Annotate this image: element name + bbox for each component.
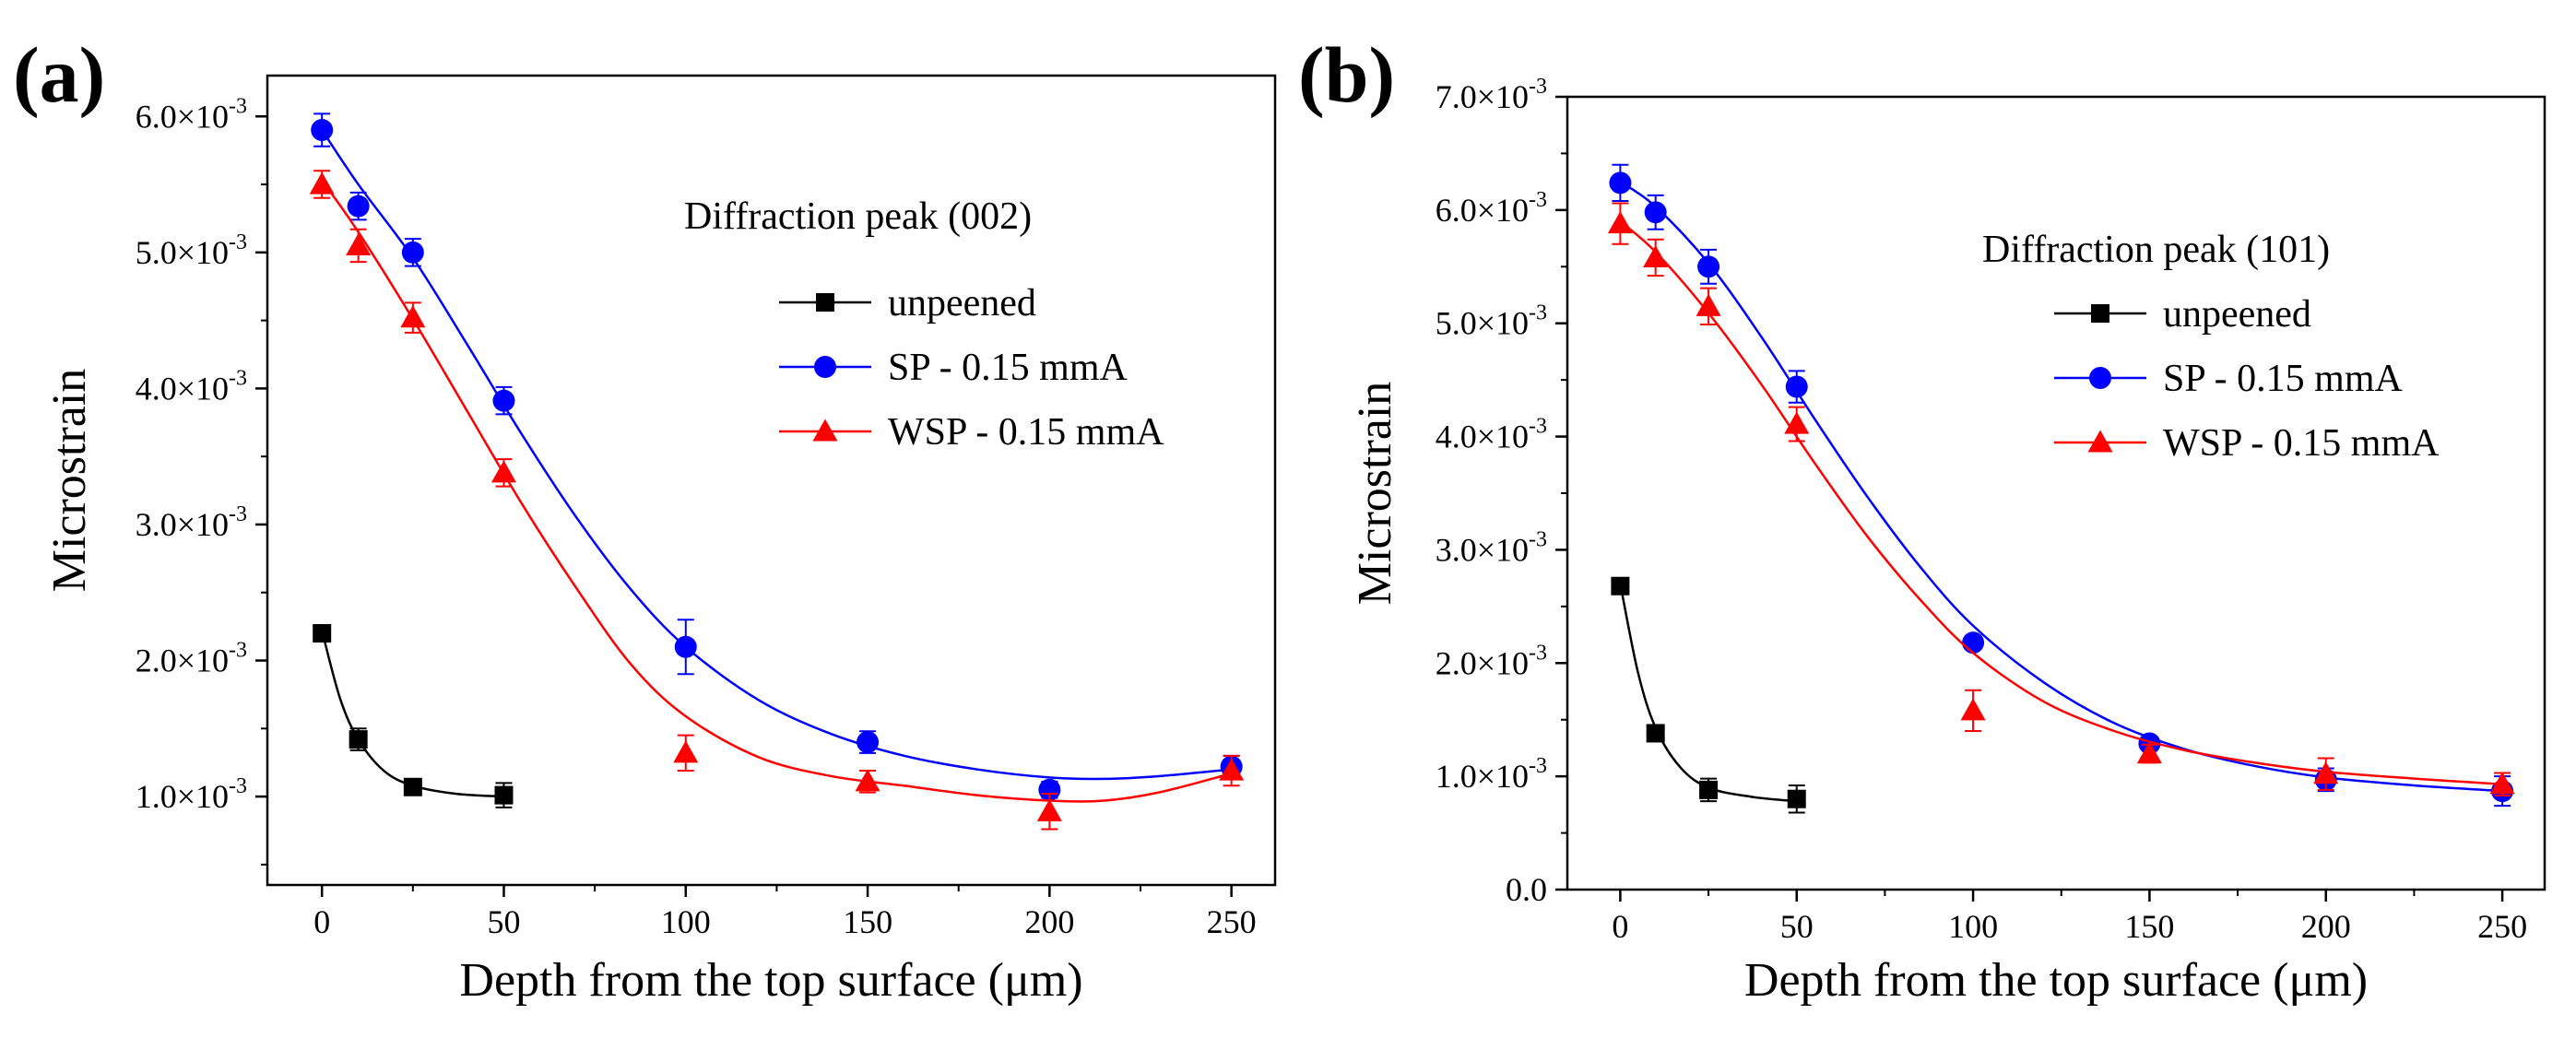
fit-curve [321, 179, 1232, 803]
x-tick-label: 150 [843, 903, 892, 940]
data-point [1960, 698, 1986, 721]
data-point [1607, 211, 1633, 234]
data-point [403, 777, 422, 796]
y-tick-label: 3.0×10-3 [136, 502, 247, 543]
fit-curve [1619, 584, 1797, 803]
series-2 [1607, 202, 2515, 797]
legend-label: SP - 0.15 mmA [888, 347, 1128, 389]
y-tick-label: 2.0×10-3 [1436, 641, 1547, 681]
legend-marker [812, 419, 838, 442]
data-point [309, 171, 335, 195]
y-tick-label: 4.0×10-3 [136, 366, 247, 407]
y-tick-label: 3.0×10-3 [1436, 527, 1547, 568]
y-tick-label: 5.0×10-3 [1436, 301, 1547, 342]
legend-label: WSP - 0.15 mmA [2163, 422, 2440, 465]
legend-label: unpeened [2163, 293, 2311, 336]
fit-curve [1619, 181, 2503, 793]
data-point [673, 740, 699, 763]
data-point [400, 305, 426, 328]
x-tick-label: 0 [313, 903, 330, 940]
data-point [1643, 244, 1669, 267]
fit-curve [1619, 220, 2503, 785]
y-tick-label: 6.0×10-3 [136, 94, 247, 135]
data-point [1644, 201, 1667, 224]
x-tick-label: 100 [1948, 908, 1998, 945]
data-point [349, 730, 368, 749]
series-0 [313, 624, 514, 808]
annotation: Diffraction peak (002) [684, 195, 1032, 238]
plot-frame [266, 74, 1277, 887]
legend-marker [2087, 430, 2113, 453]
data-point [2136, 741, 2162, 764]
data-point [1036, 798, 1062, 821]
data-point [1785, 375, 1808, 398]
x-tick-label: 150 [2124, 908, 2174, 945]
x-tick-label: 250 [2477, 908, 2527, 945]
data-point [1219, 758, 1245, 781]
data-point [857, 731, 880, 754]
data-point [1787, 789, 1806, 808]
legend: unpeened SP - 0.15 mmA WSP - 0.15 mmA [2054, 293, 2440, 465]
x-tick-label: 100 [661, 903, 711, 940]
data-point [401, 241, 424, 264]
x-tick-label: 200 [1024, 903, 1074, 940]
panel-label: (a) [13, 30, 105, 119]
data-point [347, 195, 370, 218]
data-point [1611, 576, 1630, 596]
data-point [2489, 772, 2515, 795]
y-tick-label: 0.0 [1506, 871, 1547, 908]
data-point [492, 389, 515, 412]
plot-frame [1566, 95, 2546, 891]
legend-label: SP - 0.15 mmA [2163, 358, 2403, 400]
legend-label: unpeened [888, 282, 1036, 324]
data-point [2313, 761, 2339, 784]
legend-marker [814, 356, 836, 378]
x-tick-label: 250 [1207, 903, 1257, 940]
data-point [1696, 293, 1721, 316]
legend-marker [2091, 304, 2109, 323]
data-point [311, 119, 334, 142]
x-axis-title: Depth from the top surface (μm) [459, 954, 1082, 1007]
legend-marker [816, 293, 834, 312]
y-tick-label: 7.0×10-3 [1436, 75, 1547, 115]
panel-label: (b) [1298, 30, 1395, 119]
y-tick-label: 5.0×10-3 [136, 230, 247, 271]
chart-panel-a: (a) 0 50 100 150 200 250 1.0×10-3 2.0×10-3 3.0×10… [13, 30, 1277, 1007]
data-point [1609, 171, 1632, 195]
data-point [1646, 724, 1665, 743]
chart-panel-b: (b) 0 50 100 150 200 250 0.0 1.0×10-3 2.0×10-3 3.0… [1298, 30, 2546, 1007]
series-2 [309, 170, 1245, 831]
y-axis-title: Microstrain [43, 369, 96, 593]
data-point [346, 232, 372, 255]
data-point [1038, 778, 1061, 801]
legend: unpeened SP - 0.15 mmA WSP - 0.15 mmA [779, 282, 1164, 454]
data-point [1697, 255, 1720, 278]
y-tick-label: 1.0×10-3 [1436, 754, 1547, 795]
x-tick-label: 50 [487, 903, 520, 940]
fit-curve [320, 630, 504, 798]
data-point [490, 460, 516, 483]
data-point [1784, 411, 1810, 434]
x-axis-title: Depth from the top surface (μm) [1744, 954, 2368, 1007]
y-tick-label: 1.0×10-3 [136, 774, 247, 815]
y-tick-label: 4.0×10-3 [1436, 415, 1547, 455]
data-point [494, 785, 514, 805]
y-tick-label: 6.0×10-3 [1436, 188, 1547, 229]
data-point [674, 635, 697, 658]
x-tick-label: 0 [1612, 908, 1628, 945]
x-tick-label: 200 [2301, 908, 2351, 945]
legend-marker [2089, 367, 2111, 389]
annotation: Diffraction peak (101) [1982, 229, 2330, 271]
data-point [1962, 631, 1985, 655]
data-point [313, 624, 332, 643]
y-axis-title: Microstrain [1349, 382, 1401, 606]
x-tick-label: 50 [1780, 908, 1814, 945]
data-point [1699, 780, 1719, 799]
y-tick-label: 2.0×10-3 [136, 639, 247, 679]
data-point [855, 769, 880, 792]
legend-label: WSP - 0.15 mmA [888, 411, 1164, 454]
series-0 [1611, 576, 1806, 814]
